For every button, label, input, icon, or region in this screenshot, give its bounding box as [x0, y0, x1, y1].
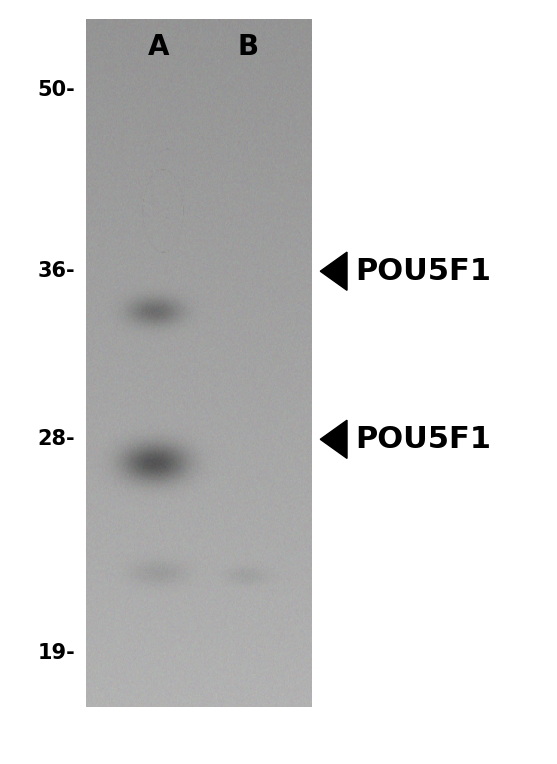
- Text: 50-: 50-: [37, 80, 75, 100]
- Text: POU5F1: POU5F1: [355, 257, 491, 286]
- Polygon shape: [320, 420, 347, 458]
- Text: 19-: 19-: [37, 643, 75, 663]
- Text: 36-: 36-: [37, 261, 75, 281]
- Text: 28-: 28-: [37, 429, 75, 449]
- Text: A: A: [148, 34, 169, 61]
- Text: B: B: [237, 34, 258, 61]
- Text: POU5F1: POU5F1: [355, 425, 491, 454]
- Polygon shape: [320, 252, 347, 290]
